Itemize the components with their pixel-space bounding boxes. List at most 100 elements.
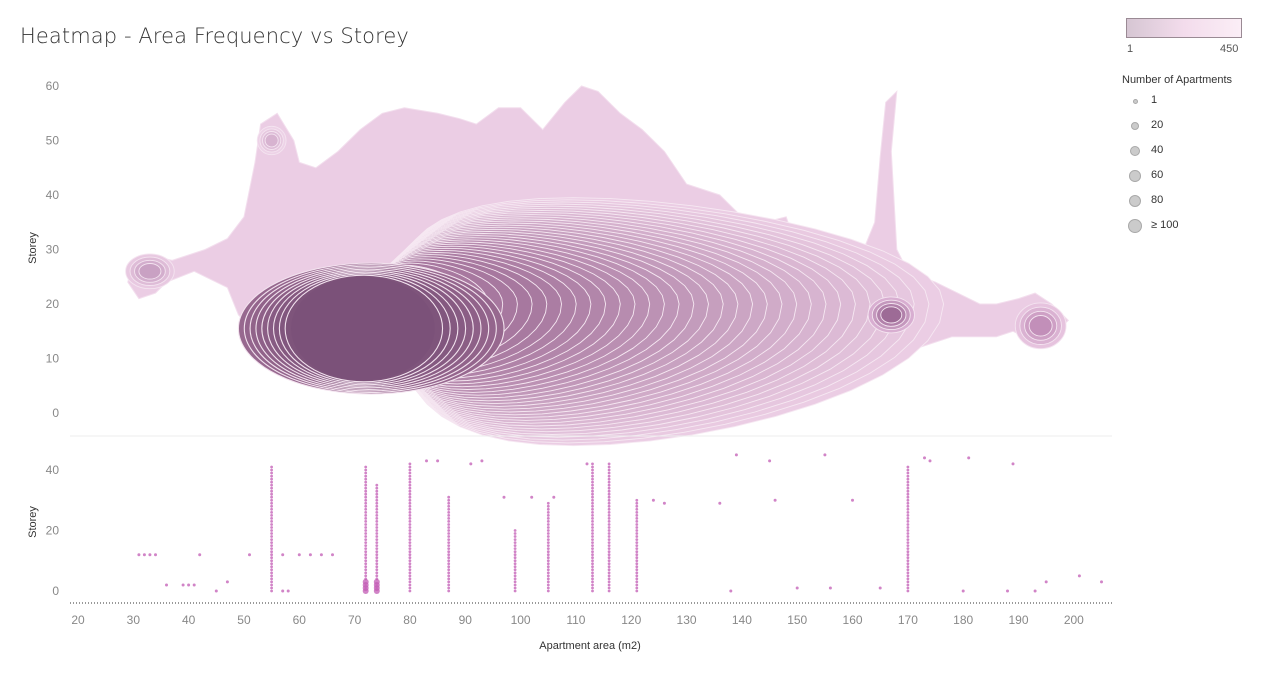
scatter-point — [591, 486, 594, 490]
scatter-point — [408, 577, 412, 581]
scatter-point — [270, 577, 273, 581]
scatter-point — [607, 514, 611, 517]
scatter-point — [375, 544, 379, 547]
scatter-point — [591, 529, 594, 532]
heatmap-y-tick: 50 — [46, 134, 60, 148]
scatter-point — [607, 541, 611, 544]
scatter-point — [364, 486, 368, 490]
scatter-point — [923, 456, 926, 460]
scatter-point — [375, 574, 379, 578]
scatter-point — [364, 541, 368, 544]
scatter-point — [591, 498, 594, 502]
scatter-point — [270, 547, 273, 550]
scatter-point — [591, 568, 594, 572]
scatter-point — [364, 514, 368, 517]
scatter-point — [375, 504, 379, 508]
x-tick: 190 — [1009, 613, 1029, 627]
size-legend-item: 80 — [1118, 192, 1248, 212]
scatter-point — [364, 468, 368, 472]
scatter-point — [408, 538, 412, 541]
x-tick: 90 — [459, 613, 473, 627]
scatter-point — [362, 578, 369, 585]
scatter-point — [607, 571, 611, 575]
x-tick: 110 — [566, 613, 585, 627]
scatter-point — [364, 529, 368, 532]
scatter-point — [375, 547, 379, 550]
scatter-point — [408, 526, 412, 529]
scatter-point — [1100, 580, 1103, 584]
scatter-point — [607, 507, 611, 511]
scatter-point — [408, 468, 412, 472]
scatter-point — [364, 550, 368, 554]
scatter-point — [308, 553, 312, 557]
scatter-point — [270, 586, 273, 590]
scatter-point — [607, 495, 611, 499]
scatter-point — [469, 462, 473, 466]
scatter-point — [591, 565, 594, 569]
scatter-point — [375, 517, 379, 520]
scatter-point — [546, 526, 550, 529]
scatter-point — [635, 556, 639, 560]
scatter-point — [591, 559, 594, 563]
scatter-point — [364, 532, 368, 535]
scatter-point — [408, 511, 412, 514]
scatter-point — [546, 501, 550, 505]
scatter-point — [546, 523, 550, 526]
scatter-point — [408, 559, 412, 563]
x-tick: 30 — [127, 613, 141, 627]
scatter-point — [447, 532, 451, 535]
scatter-point — [375, 501, 379, 505]
density-minor-peak — [1028, 315, 1053, 337]
scatter-point — [635, 529, 639, 532]
scatter-point — [408, 507, 412, 511]
scatter-point — [270, 553, 273, 557]
scatter-y-axis-title: Storey — [27, 506, 39, 538]
scatter-y-tick: 20 — [46, 524, 60, 538]
scatter-point — [591, 471, 594, 475]
scatter-point — [364, 523, 368, 526]
x-tick: 50 — [237, 613, 251, 627]
scatter-point — [651, 498, 655, 502]
scatter-point — [331, 553, 334, 557]
scatter-point — [607, 523, 611, 526]
scatter-point — [906, 486, 910, 490]
scatter-point — [546, 507, 550, 511]
scatter-point — [546, 538, 550, 541]
scatter-point — [270, 474, 273, 478]
size-legend-dot — [1130, 121, 1140, 131]
scatter-point — [906, 477, 910, 481]
scatter-point — [734, 453, 738, 457]
scatter-point — [591, 492, 594, 496]
scatter-point — [513, 562, 517, 566]
scatter-point — [591, 517, 594, 520]
scatter-point — [546, 535, 550, 538]
scatter-point — [961, 589, 965, 593]
scatter-point — [906, 507, 910, 511]
scatter-point — [364, 559, 368, 563]
color-scale-bar — [1126, 18, 1242, 38]
scatter-point — [270, 541, 273, 544]
scatter-point — [906, 547, 910, 550]
scatter-point — [447, 541, 451, 544]
scatter-point — [364, 568, 368, 572]
size-legend-dot — [1128, 219, 1142, 233]
scatter-point — [375, 523, 379, 526]
scatter-point — [906, 529, 910, 532]
scatter-point — [591, 520, 594, 523]
scatter-point — [513, 532, 517, 535]
size-legend-item: 1 — [1118, 92, 1248, 112]
scatter-point — [591, 580, 594, 584]
scatter-point — [187, 583, 191, 587]
scatter-point — [607, 565, 611, 569]
scatter-point — [408, 498, 412, 502]
scatter-point — [635, 580, 639, 584]
scatter-point — [591, 465, 594, 469]
scatter-point — [662, 501, 666, 505]
scatter-point — [906, 523, 910, 526]
scatter-point — [635, 541, 639, 544]
scatter-point — [635, 562, 639, 566]
scatter-point — [447, 553, 451, 557]
scatter-point — [270, 523, 273, 526]
size-legend-label: 80 — [1151, 194, 1164, 206]
